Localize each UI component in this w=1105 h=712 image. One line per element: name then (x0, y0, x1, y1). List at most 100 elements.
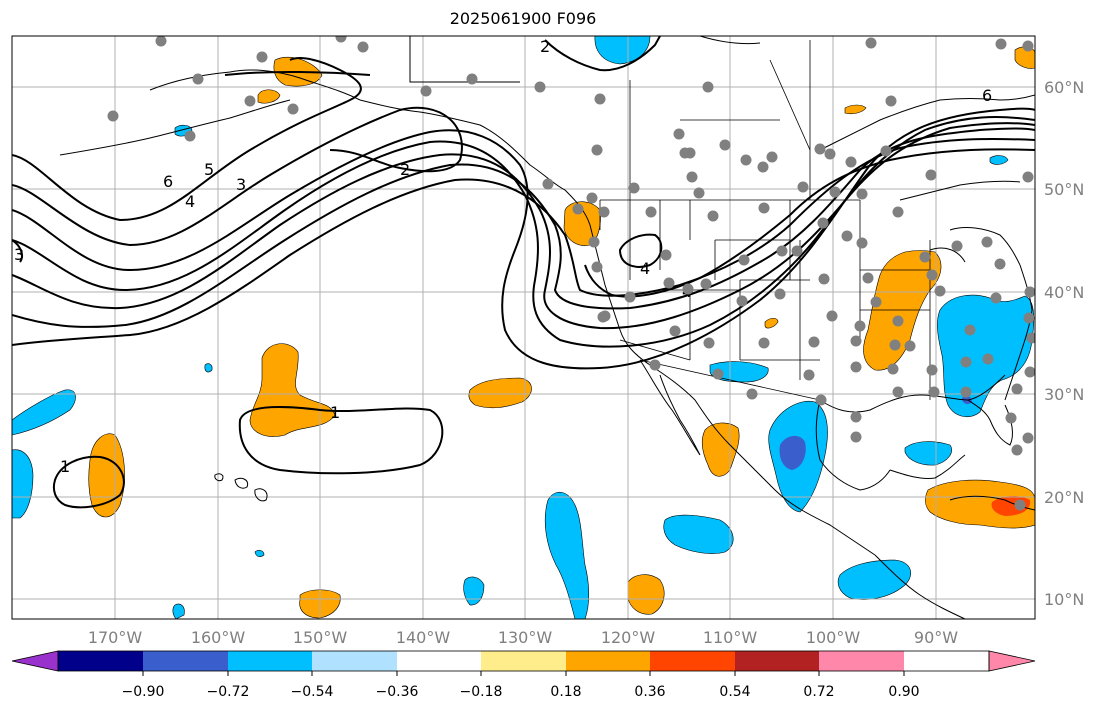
lat-label: 30°N (1044, 385, 1084, 404)
station-marker (740, 154, 752, 166)
colorbar-tick-label: −0.36 (376, 684, 419, 700)
contour-label: 4 (185, 192, 195, 211)
colorbar-extend-max (988, 650, 1036, 672)
positive-anomaly (924, 479, 1035, 529)
station-marker (712, 368, 724, 380)
latitude-labels: 60°N 50°N 40°N 30°N 20°N 10°N (1044, 78, 1084, 609)
colorbar-tick-label: 0.54 (719, 684, 750, 700)
station-marker (824, 148, 836, 160)
station-marker (663, 277, 675, 289)
positive-anomaly (764, 317, 779, 329)
lon-label: 140°W (396, 628, 451, 647)
station-marker (862, 272, 874, 284)
station-marker (598, 206, 610, 218)
station-marker (841, 230, 853, 242)
longitude-labels: 170°W 160°W 150°W 140°W 130°W 120°W 110°… (88, 628, 958, 647)
station-marker (591, 144, 603, 156)
negative-anomaly (594, 36, 651, 65)
negative-anomaly (544, 492, 590, 619)
colorbar-tick-label: 0.36 (634, 684, 665, 700)
station-marker (774, 288, 786, 300)
station-marker (1022, 432, 1034, 444)
negative-anomaly (904, 441, 952, 466)
lon-label: 160°W (191, 628, 246, 647)
map-title: 2025061900 F096 (449, 9, 597, 28)
station-marker (850, 361, 862, 373)
station-marker (960, 356, 972, 368)
station-marker (1022, 40, 1034, 52)
station-marker (707, 210, 719, 222)
station-marker (572, 203, 584, 215)
station-marker (599, 310, 611, 322)
station-marker (335, 36, 347, 43)
lon-label: 150°W (293, 628, 348, 647)
station-marker (628, 182, 640, 194)
station-marker (994, 258, 1006, 270)
station-marker (797, 181, 809, 193)
station-marker (645, 206, 657, 218)
station-marker (287, 103, 299, 115)
station-marker (926, 364, 938, 376)
colorbar-segment (735, 651, 819, 671)
station-marker (865, 37, 877, 49)
station-marker (420, 85, 432, 97)
station-marker (856, 237, 868, 249)
station-marker (624, 291, 636, 303)
station-marker (594, 93, 606, 105)
contour-lines (12, 36, 1035, 509)
station-marker (829, 186, 841, 198)
station-marker (155, 36, 167, 47)
station-marker (892, 386, 904, 398)
contour-label: 1 (60, 457, 70, 476)
station-marker (244, 95, 256, 107)
station-marker (757, 161, 769, 173)
lon-label: 130°W (498, 628, 553, 647)
station-marker (856, 188, 868, 200)
station-marker (682, 283, 694, 295)
positive-anomaly (627, 574, 665, 615)
station-marker (982, 353, 994, 365)
lon-label: 90°W (914, 628, 958, 647)
contour-label: 2 (400, 160, 410, 179)
lon-label: 110°W (703, 628, 758, 647)
colorbar-segment (397, 651, 481, 671)
station-marker (649, 359, 661, 371)
colorbar-segments (58, 651, 989, 671)
station-marker (880, 145, 892, 157)
station-marker (586, 192, 598, 204)
station-marker (892, 206, 904, 218)
station-marker (892, 315, 904, 327)
station-marker (960, 386, 972, 398)
colorbar-extend-min (11, 650, 59, 672)
station-marker (845, 156, 857, 168)
station-marker (736, 295, 748, 307)
station-marker (928, 386, 940, 398)
negative-anomaly (12, 449, 34, 519)
station-marker (591, 261, 603, 273)
station-marker (889, 339, 901, 351)
station-marker (926, 269, 938, 281)
lon-label: 170°W (88, 628, 143, 647)
map-area: 1 1 2 2 3 3 4 4 4 5 6 6 (12, 36, 1035, 619)
contour-label: 3 (236, 175, 246, 194)
colorbar-tick-label: 0.72 (803, 684, 834, 700)
station-marker (679, 147, 691, 159)
colorbar-segment (312, 651, 397, 671)
station-marker (107, 110, 119, 122)
station-marker (669, 325, 681, 337)
station-marker (934, 285, 946, 297)
station-marker (184, 130, 196, 142)
station-marker (808, 336, 820, 348)
station-marker (925, 169, 937, 181)
colorbar-segment (566, 651, 650, 671)
contour-label: 5 (204, 160, 214, 179)
station-marker (1011, 383, 1023, 395)
colorbar-segment (58, 651, 143, 671)
station-marker (1014, 499, 1026, 511)
positive-anomaly (88, 433, 125, 518)
colorbar-segment (143, 651, 228, 671)
station-marker (686, 171, 698, 183)
station-marker (719, 139, 731, 151)
station-marker (870, 296, 882, 308)
station-marker (758, 337, 770, 349)
